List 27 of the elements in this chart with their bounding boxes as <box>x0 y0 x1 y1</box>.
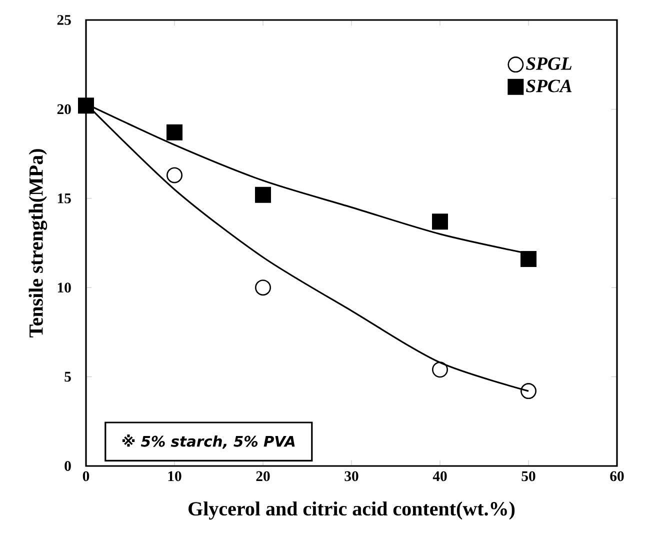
x-tick-label: 60 <box>610 471 624 482</box>
legend-label: SPCA <box>526 80 572 92</box>
point <box>432 362 448 378</box>
y-tick-label: 20 <box>57 104 71 114</box>
x-tick-label: 30 <box>344 471 358 482</box>
y-tick-label: 10 <box>58 282 71 293</box>
x-tick-label: 50 <box>522 471 536 482</box>
point <box>166 167 183 184</box>
point <box>432 214 448 230</box>
y-tick-label: 0 <box>64 461 71 471</box>
x-tick-label: 20 <box>256 471 270 482</box>
annotation: ※ 5% starch, 5% PVA <box>122 434 295 449</box>
y-axis-title: Tensile strength(MPa) <box>28 149 48 338</box>
point <box>166 124 183 140</box>
y-tick-label: 5 <box>64 372 71 382</box>
y-tick-label: 25 <box>57 15 71 25</box>
legend-label: SPGL <box>526 57 572 70</box>
point <box>520 251 536 268</box>
x-tick-label: 10 <box>168 471 182 482</box>
y-tick-label: 15 <box>58 193 71 204</box>
point <box>255 280 272 296</box>
x-tick-label: 40 <box>432 471 447 482</box>
x-tick-label: 0 <box>82 471 90 482</box>
point <box>255 186 272 203</box>
point <box>78 98 94 114</box>
point <box>520 383 536 400</box>
x-axis-title: Glycerol and citric acid content(wt.%) <box>188 501 515 520</box>
